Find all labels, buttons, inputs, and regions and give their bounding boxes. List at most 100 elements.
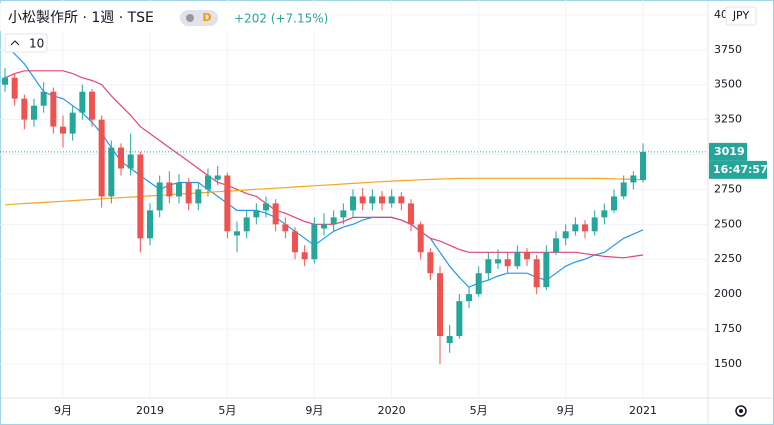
candle-body (195, 189, 202, 204)
candle-body (243, 217, 250, 232)
gear (735, 405, 747, 417)
candle-body (60, 126, 67, 134)
indicator-label: 10 (29, 37, 44, 51)
candle-body (417, 224, 424, 253)
candle-body (214, 175, 221, 180)
candle-body (263, 203, 270, 211)
candle-body (379, 196, 386, 204)
candle-body (127, 154, 134, 169)
candle-body (311, 224, 318, 260)
candle-body (446, 336, 453, 343)
candle-body (330, 217, 337, 225)
candle-body (31, 105, 38, 120)
candle-body (89, 91, 96, 120)
y-tick-label: 2500 (714, 217, 742, 230)
candle-body (611, 196, 618, 211)
x-tick-label: 9月 (305, 404, 323, 417)
candle-body (321, 224, 328, 229)
candle-body (456, 301, 463, 337)
badge-pill (180, 10, 218, 26)
candle-body (147, 210, 154, 239)
y-tick-label: 2000 (714, 287, 742, 300)
y-tick-label: 1500 (714, 357, 742, 370)
candle-body (524, 252, 531, 260)
candle-body (98, 119, 105, 197)
candle-body (108, 147, 115, 197)
x-tick-label: 5月 (218, 404, 236, 417)
currency-box[interactable] (725, 6, 757, 26)
x-tick-label: 5月 (470, 404, 488, 417)
y-tick-label: 3500 (714, 78, 742, 91)
candle-body (553, 238, 560, 253)
candle-body (282, 224, 289, 232)
badge: D (202, 11, 211, 24)
candle-body (11, 77, 18, 99)
plot (0, 42, 708, 364)
candle-body (369, 196, 376, 204)
candle-body (475, 273, 482, 295)
countdown: 16:47:57 (713, 163, 768, 176)
candle-body (50, 91, 57, 127)
countdown-box (709, 160, 767, 179)
candle-body (640, 151, 647, 181)
candle-body (137, 154, 144, 239)
gear-center (739, 409, 743, 413)
y-tick-label: 3750 (714, 43, 742, 56)
last-price-box (709, 142, 747, 161)
candle-body (166, 182, 173, 197)
header-bg (0, 3, 330, 31)
candle-body (118, 147, 125, 169)
candle-body (591, 217, 598, 232)
candle-body (350, 196, 357, 211)
candle-body (620, 182, 627, 197)
y-tick-label: 2750 (714, 182, 742, 195)
candle-body (543, 252, 550, 288)
candle-body (427, 252, 434, 274)
y-tick-label: 3250 (714, 113, 742, 126)
candle-body (562, 231, 569, 239)
candle-body (359, 196, 366, 204)
settings-icon[interactable] (735, 405, 747, 417)
y-tick-label: 1750 (714, 322, 742, 335)
candle-body (504, 259, 511, 267)
candle-body (485, 259, 492, 274)
candle-body (601, 210, 608, 218)
currency: JPY (732, 9, 750, 22)
candle-body (437, 273, 444, 337)
candle-body (495, 259, 502, 264)
y-tick-label: 2250 (714, 252, 742, 265)
candle-body (176, 182, 183, 197)
candle-body (388, 196, 395, 204)
chart-title: 小松製作所 · 1週 · TSE (8, 10, 154, 26)
candle-body (185, 182, 192, 204)
candle-body (272, 203, 279, 225)
candle-body (630, 175, 637, 183)
candle-body (301, 252, 308, 260)
x-tick-label: 2021 (629, 404, 657, 417)
candle-body (79, 91, 86, 113)
candle-body (156, 182, 163, 211)
status-dot (186, 14, 194, 22)
candle-body (40, 91, 47, 106)
candle-body (582, 224, 589, 232)
candle-body (514, 252, 521, 267)
last-price-label: 3019 (714, 145, 745, 158)
indicator-box[interactable] (4, 33, 48, 53)
candle-body (408, 203, 415, 225)
candle-body (572, 224, 579, 232)
candle-body (224, 175, 231, 232)
candle-body (292, 231, 299, 253)
axes: 1500175020002250250027503000325035003750… (54, 8, 768, 417)
candle-body (2, 77, 8, 85)
candle-body (253, 210, 260, 218)
collapse-icon[interactable] (10, 40, 20, 46)
candle-body (234, 231, 241, 236)
candle-body (69, 112, 76, 134)
candle-body (205, 175, 212, 190)
x-tick-label: 9月 (54, 404, 72, 417)
x-tick-label: 2019 (136, 404, 164, 417)
candle-body (21, 98, 28, 120)
x-tick-label: 2020 (378, 404, 406, 417)
